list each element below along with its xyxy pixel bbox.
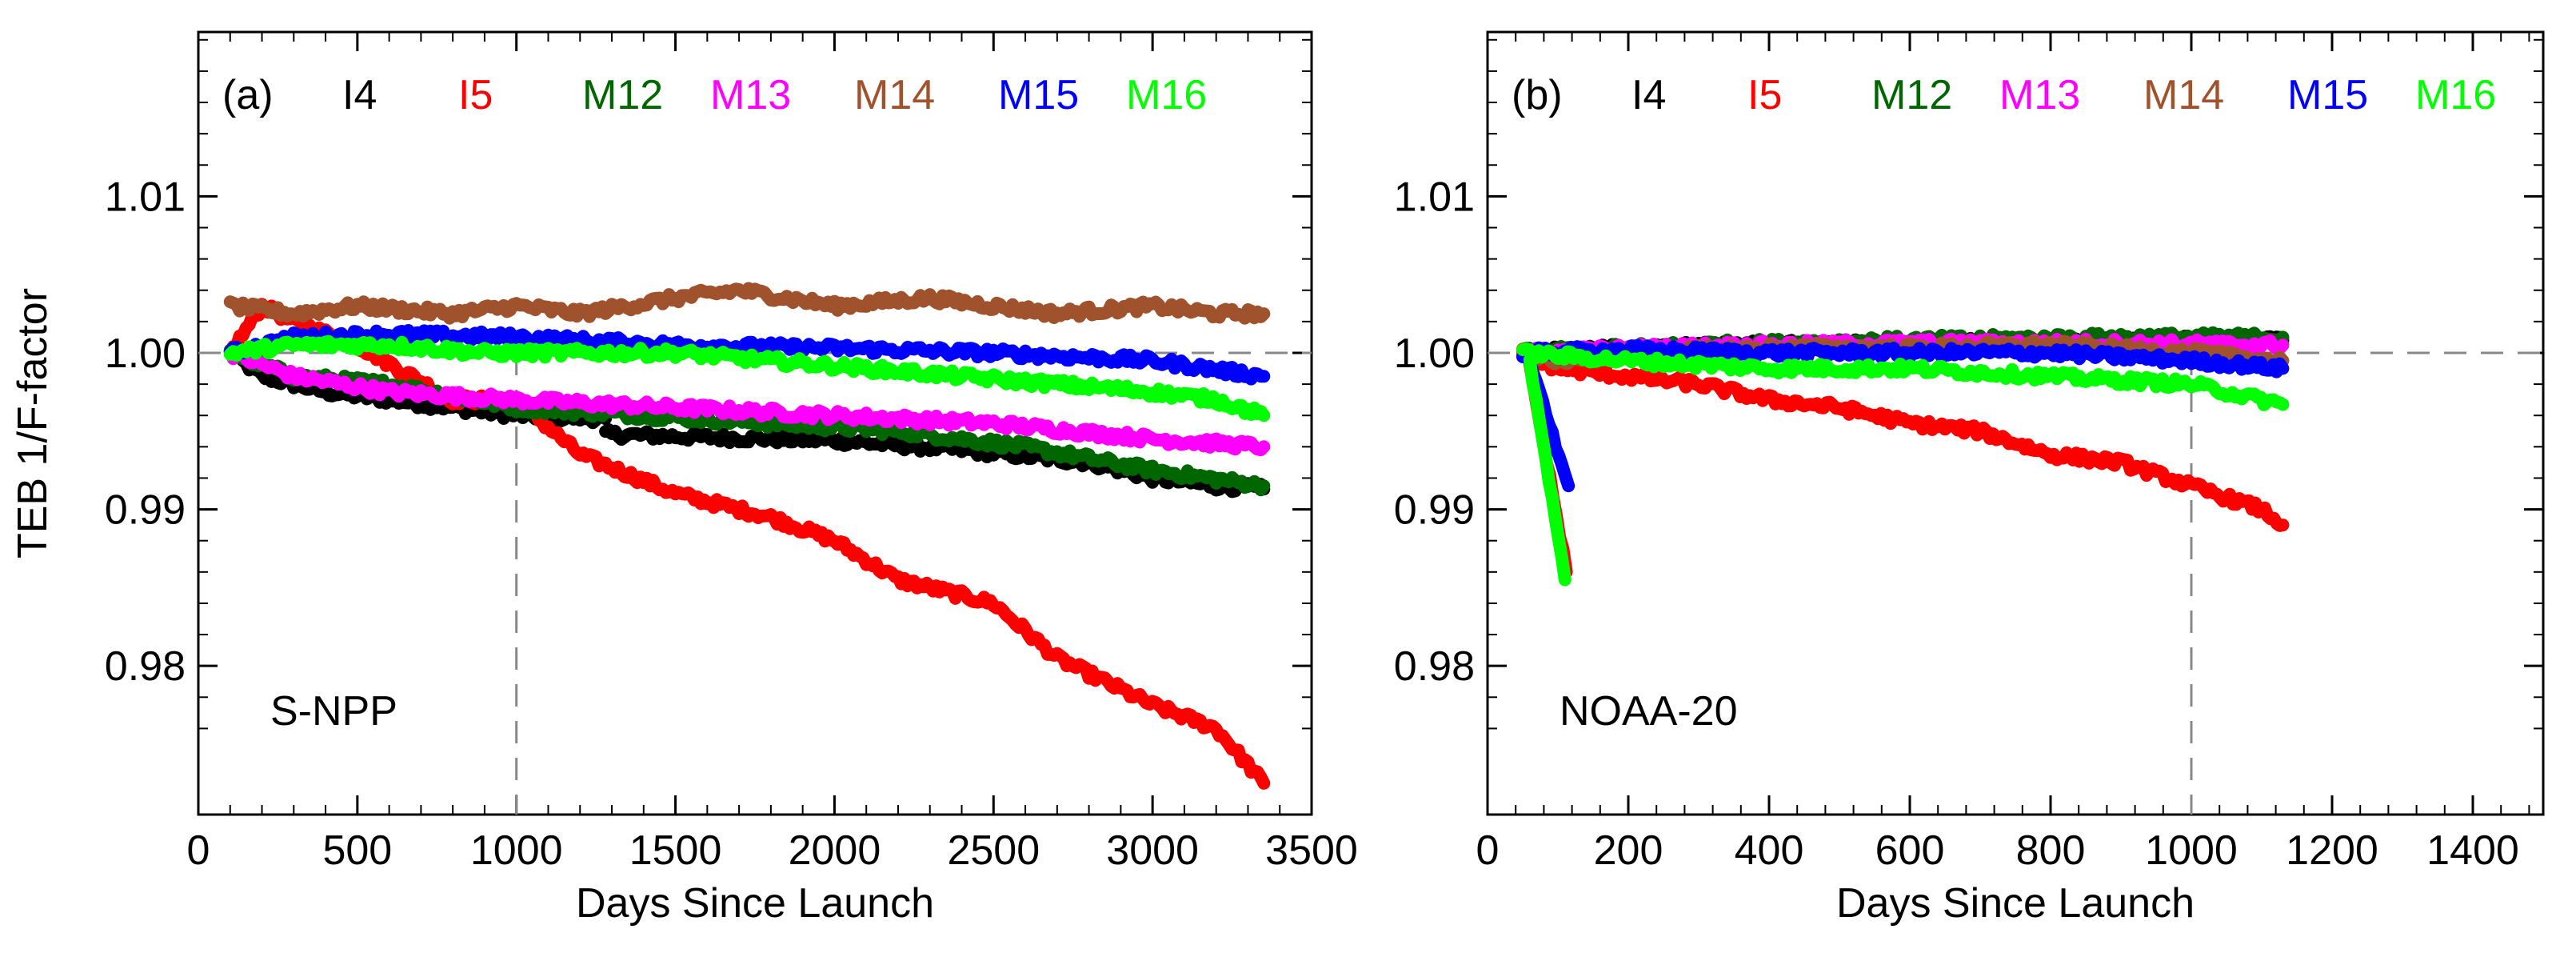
x-tick-label: 3500 xyxy=(1265,827,1358,874)
x-tick-label: 1400 xyxy=(2426,827,2519,874)
x-tick-label: 200 xyxy=(1594,827,1663,874)
legend-label-i5: I5 xyxy=(458,72,493,118)
plot-frame-1 xyxy=(197,30,1313,816)
x-axis-title: Days Since Launch xyxy=(576,880,934,927)
y-tick-label: 0.99 xyxy=(105,487,186,534)
series-line-i5 xyxy=(1516,342,2290,532)
series-line-m16 xyxy=(223,334,1271,422)
legend-label-m13: M13 xyxy=(1999,72,2080,118)
x-tick-label: 2500 xyxy=(947,827,1040,874)
legend-label-i4: I4 xyxy=(1631,72,1666,118)
x-tick-label: 0 xyxy=(187,827,210,874)
series-line-m15 xyxy=(1516,338,2290,378)
x-tick-label: 800 xyxy=(2016,827,2086,874)
y-tick-label: 1.01 xyxy=(105,174,186,220)
legend-label-m12: M12 xyxy=(1871,72,1952,118)
legend-label-m14: M14 xyxy=(2143,72,2224,118)
x-tick-label: 0 xyxy=(1476,827,1500,874)
y-tick-label: 1.01 xyxy=(1394,174,1475,220)
x-tick-label: 1000 xyxy=(2145,827,2238,874)
x-tick-label: 3000 xyxy=(1106,827,1199,874)
satellite-label: NOAA-20 xyxy=(1560,688,1738,735)
legend-label-m12: M12 xyxy=(582,72,663,118)
legend-label-m15: M15 xyxy=(2287,72,2368,118)
satellite-label: S-NPP xyxy=(270,688,397,735)
series-line-m13 xyxy=(223,345,1271,457)
y-tick-label: 0.99 xyxy=(1394,487,1475,534)
legend-label-m15: M15 xyxy=(998,72,1079,118)
x-tick-label: 400 xyxy=(1735,827,1804,874)
series-line-m15 xyxy=(223,324,1271,386)
x-tick-label: 1200 xyxy=(2286,827,2378,874)
x-tick-label: 500 xyxy=(322,827,392,874)
plot-frame-2 xyxy=(1486,30,2545,816)
legend-label-m16: M16 xyxy=(1126,72,1207,118)
y-axis-title: TEB 1/F-factor xyxy=(10,288,56,559)
series-line-m14 xyxy=(223,282,1271,325)
panel-label: (b) xyxy=(1512,72,1563,118)
panel-label: (a) xyxy=(222,72,274,118)
y-tick-label: 1.00 xyxy=(105,330,186,377)
x-tick-label: 1500 xyxy=(629,827,722,874)
series-line-m16-seg2 xyxy=(1523,353,1572,587)
x-tick-label: 1000 xyxy=(470,827,563,874)
x-axis-title: Days Since Launch xyxy=(1836,880,2195,927)
y-tick-label: 0.98 xyxy=(105,643,186,690)
legend-label-m13: M13 xyxy=(710,72,791,118)
x-tick-label: 2000 xyxy=(789,827,881,874)
series-line-i5 xyxy=(223,298,1271,790)
y-tick-label: 1.00 xyxy=(1394,330,1475,377)
y-tick-label: 0.98 xyxy=(1394,643,1475,690)
x-tick-label: 600 xyxy=(1875,827,1945,874)
legend-label-m16: M16 xyxy=(2415,72,2496,118)
legend-label-m14: M14 xyxy=(854,72,935,118)
legend-label-i4: I4 xyxy=(342,72,377,118)
legend-label-i5: I5 xyxy=(1747,72,1782,118)
series-line-m16 xyxy=(1516,342,2290,411)
